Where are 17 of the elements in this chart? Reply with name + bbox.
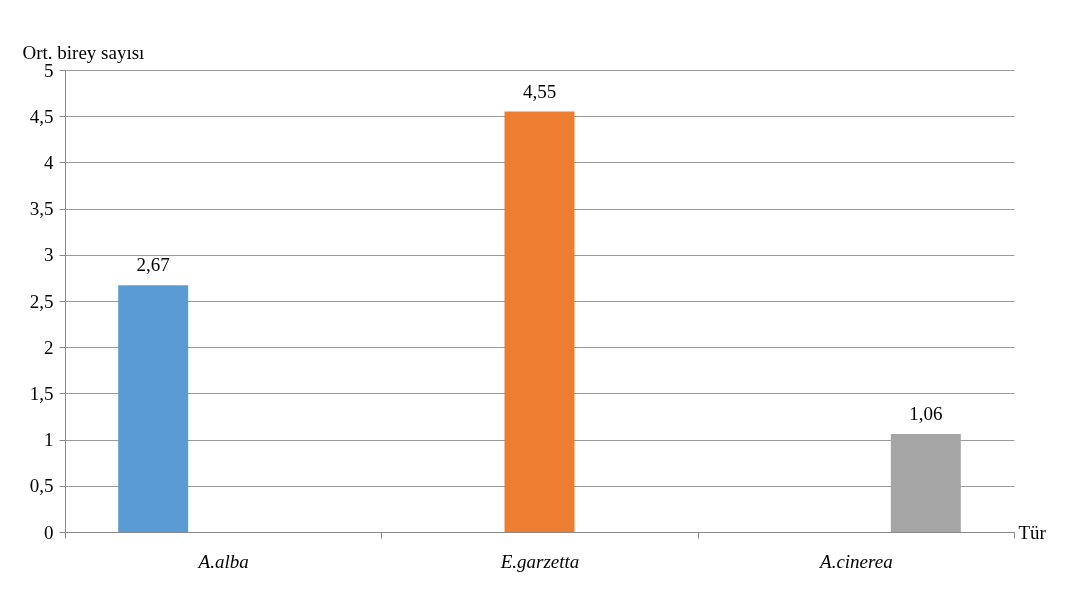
y-tick-label: 3 <box>44 244 54 266</box>
y-tick-label: 3,5 <box>29 198 54 220</box>
y-tick-label: 2,5 <box>29 290 54 312</box>
x-tick-label: E.garzetta <box>499 550 580 572</box>
data-label: 4,55 <box>522 80 557 102</box>
y-tick-label: 4,5 <box>29 105 54 127</box>
y-tick-label: 2 <box>44 336 54 358</box>
y-tick-label: 0 <box>44 521 54 543</box>
data-label: 2,67 <box>136 254 170 276</box>
y-tick-label: 4 <box>44 151 54 173</box>
data-label: 1,06 <box>909 403 943 425</box>
y-tick-label: 1,5 <box>29 382 54 404</box>
x-tick-label: A.alba <box>196 550 249 572</box>
y-tick-label: 0,5 <box>29 475 54 497</box>
x-axis-title: Tür <box>1018 521 1047 543</box>
y-tick-label: 1 <box>44 429 54 451</box>
x-tick-label: A.cinerea <box>818 550 893 572</box>
